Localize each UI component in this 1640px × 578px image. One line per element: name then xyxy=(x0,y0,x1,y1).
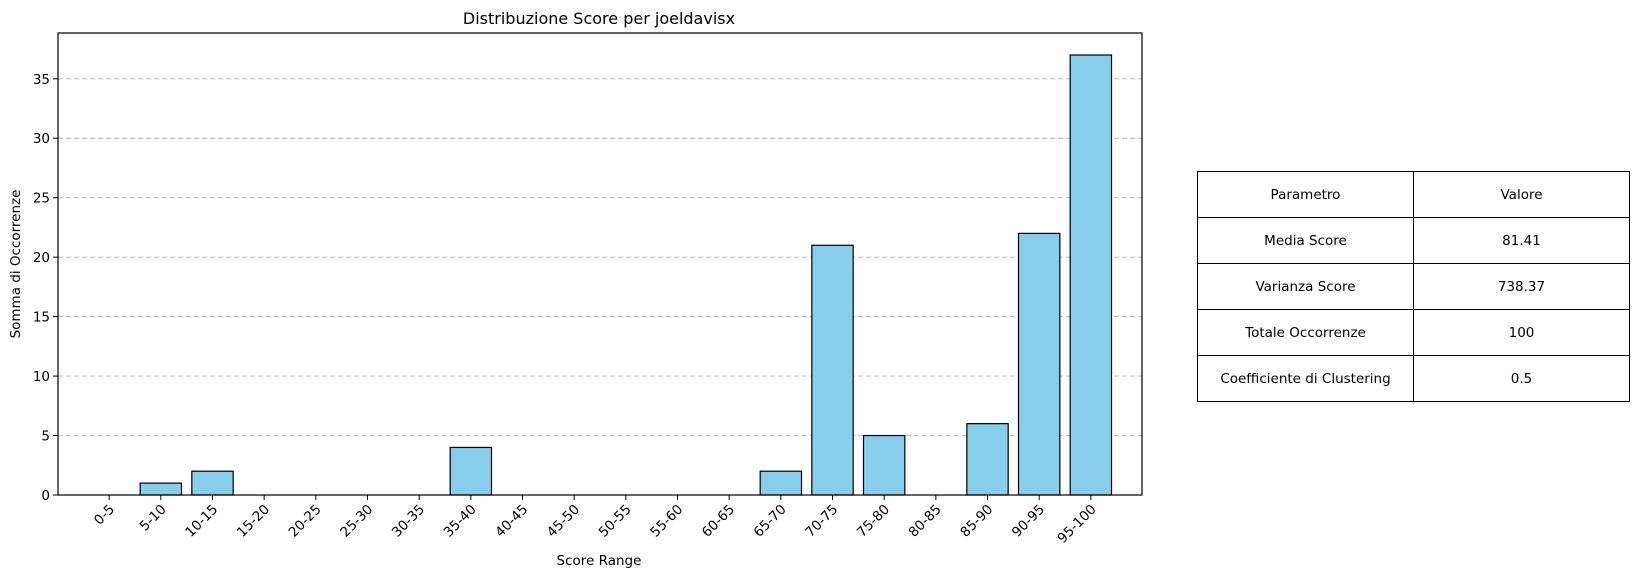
x-axis-label: Score Range xyxy=(557,553,642,569)
stats-table: Parametro Valore Media Score 81.41 Varia… xyxy=(1197,171,1630,402)
x-tick-label: 25-30 xyxy=(337,502,376,541)
x-tick-label: 30-35 xyxy=(389,502,428,541)
x-tick-label: 90-95 xyxy=(1009,502,1048,541)
x-tick-label: 10-15 xyxy=(182,502,221,541)
x-tick-label: 55-60 xyxy=(647,502,686,541)
x-tick-label: 75-80 xyxy=(854,502,893,541)
bar xyxy=(449,446,493,496)
x-tick-label: 40-45 xyxy=(492,502,531,541)
bar xyxy=(1069,54,1113,496)
y-tick-label: 5 xyxy=(41,429,50,445)
x-tick-label: 60-65 xyxy=(699,502,738,541)
y-tick-label: 0 xyxy=(41,488,50,504)
x-axis-ticks: 0-5 5-10 10-15 15-20 20-25 25-30 30-35 35-40 40-… xyxy=(91,495,1100,547)
grid-lines xyxy=(58,78,1142,436)
table-cell: 738.37 xyxy=(1413,263,1630,310)
table-row: Coefficiente di Clustering 0.5 xyxy=(1197,355,1630,402)
x-tick-label: 50-55 xyxy=(596,502,635,541)
table-cell: 0.5 xyxy=(1413,355,1630,402)
y-tick-label: 25 xyxy=(33,191,50,207)
bar xyxy=(191,470,234,496)
y-tick-label: 35 xyxy=(33,72,50,88)
y-axis-ticks: 0 5 10 15 20 25 30 35 xyxy=(33,72,58,504)
y-tick-label: 10 xyxy=(33,369,50,385)
x-tick-label: 80-85 xyxy=(906,502,945,541)
bar xyxy=(811,244,854,496)
x-tick-label: 5-10 xyxy=(137,502,170,535)
x-tick-label: 35-40 xyxy=(441,502,480,541)
y-tick-label: 15 xyxy=(33,310,50,326)
bars xyxy=(139,54,1113,496)
y-tick-label: 30 xyxy=(33,131,50,147)
bar xyxy=(862,434,906,496)
bar-chart: Distribuzione Score per joeldavisx 0 5 10 1… xyxy=(8,9,1143,569)
x-tick-label: 15-20 xyxy=(234,502,273,541)
bar xyxy=(139,482,183,496)
x-tick-label: 70-75 xyxy=(802,502,841,541)
bar xyxy=(759,470,803,496)
plot-frame xyxy=(57,32,1143,496)
table-row: Totale Occorrenze 100 xyxy=(1197,309,1630,356)
x-tick-label: 65-70 xyxy=(751,502,790,541)
table-row: Varianza Score 738.37 xyxy=(1197,263,1630,310)
table-header-cell: Valore xyxy=(1413,171,1630,218)
y-axis-label: Somma di Occorrenze xyxy=(8,190,24,339)
chart-title: Distribuzione Score per joeldavisx xyxy=(463,9,735,28)
table-cell: Varianza Score xyxy=(1197,263,1414,310)
table-cell: Coefficiente di Clustering xyxy=(1197,355,1414,402)
table-cell: 81.41 xyxy=(1413,217,1630,264)
x-tick-label: 85-90 xyxy=(957,502,996,541)
bar xyxy=(966,423,1009,496)
bar xyxy=(1017,232,1061,496)
x-tick-label: 45-50 xyxy=(544,502,583,541)
table-row: Media Score 81.41 xyxy=(1197,217,1630,264)
x-tick-label: 95-100 xyxy=(1055,502,1100,547)
table-header-row: Parametro Valore xyxy=(1197,171,1630,218)
x-tick-label: 20-25 xyxy=(286,502,325,541)
x-tick-label: 0-5 xyxy=(91,502,118,529)
table-cell: 100 xyxy=(1413,309,1630,356)
table-cell: Totale Occorrenze xyxy=(1197,309,1414,356)
y-tick-label: 20 xyxy=(33,250,50,266)
table-cell: Media Score xyxy=(1197,217,1414,264)
table-header-cell: Parametro xyxy=(1197,171,1414,218)
